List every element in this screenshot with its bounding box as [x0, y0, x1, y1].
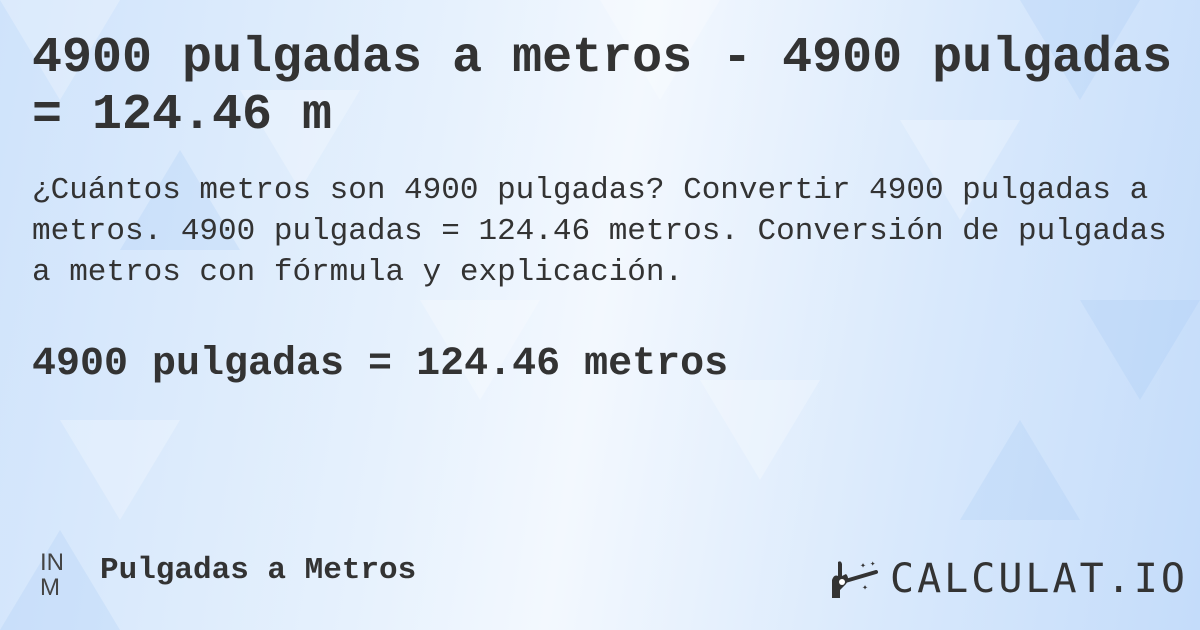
calculat-io-logo[interactable]: ✦ ✦ ✦ CALCULAT.IO [828, 558, 1188, 600]
units-icon-top: IN [40, 549, 64, 576]
logo-text: CALCULAT.IO [890, 556, 1188, 602]
svg-text:✦: ✦ [870, 559, 876, 569]
svg-text:✦: ✦ [862, 582, 868, 593]
units-icon-bottom: M [40, 574, 60, 601]
units-icon: IN M [40, 550, 64, 600]
conversion-result: 4900 pulgadas = 124.46 metros [32, 342, 729, 387]
converter-name: Pulgadas a Metros [100, 553, 417, 588]
magic-wand-hand-icon: ✦ ✦ ✦ [832, 559, 878, 598]
page-title: 4900 pulgadas a metros - 4900 pulgadas =… [32, 30, 1173, 144]
svg-text:✦: ✦ [860, 560, 866, 571]
description: ¿Cuántos metros son 4900 pulgadas? Conve… [32, 173, 1167, 290]
